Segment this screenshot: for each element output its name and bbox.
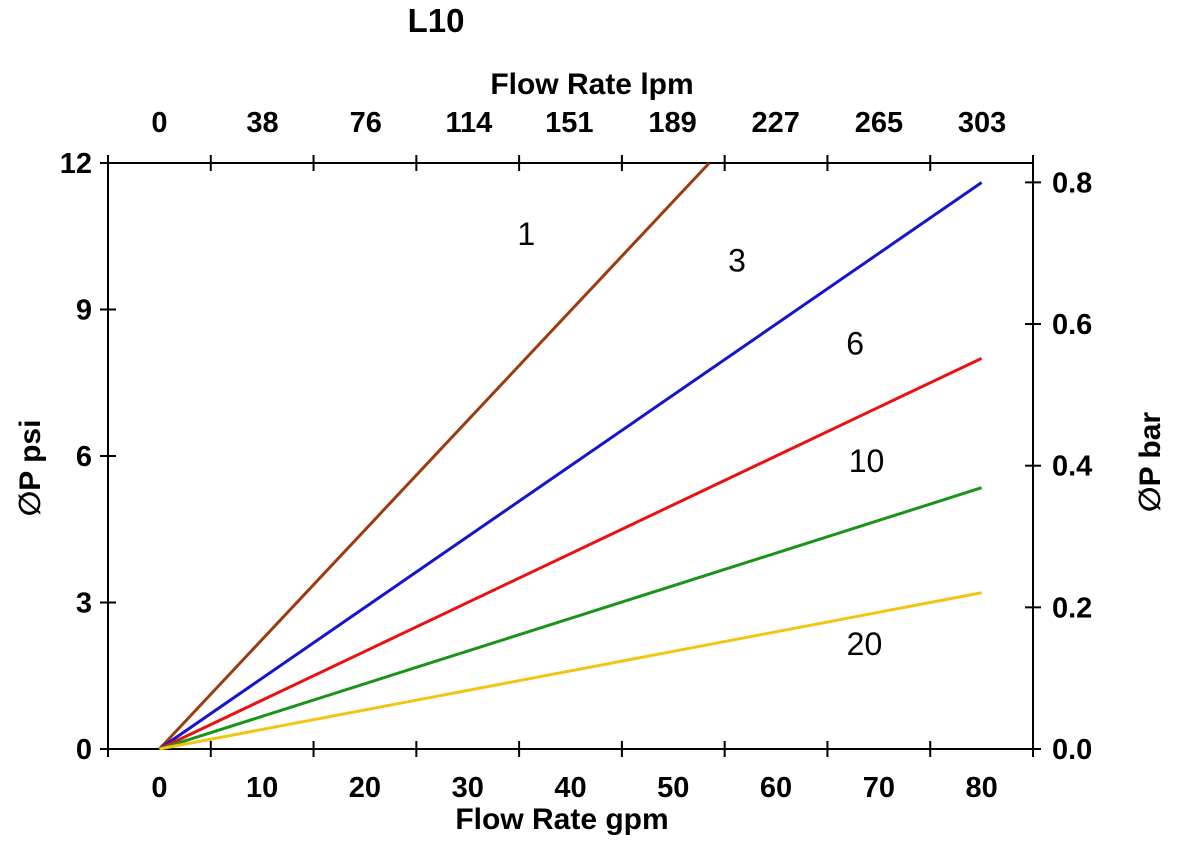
bottom-tick-label: 0 — [151, 772, 167, 804]
series-line-1 — [158, 161, 711, 751]
chart-title: L10 — [407, 2, 465, 39]
right-tick-label: 0.4 — [1052, 451, 1092, 483]
right-tick-label: 0.0 — [1052, 734, 1092, 766]
curve-label-20: 20 — [847, 626, 883, 662]
bottom-tick-label: 10 — [246, 772, 278, 804]
top-axis-label: Flow Rate lpm — [490, 68, 694, 101]
top-tick-label: 0 — [151, 107, 167, 139]
top-tick-label: 303 — [958, 107, 1006, 139]
series-line-6 — [158, 356, 983, 751]
right-tick-label: 0.2 — [1052, 592, 1092, 624]
top-tick-label: 38 — [246, 107, 278, 139]
top-tick-label: 265 — [855, 107, 903, 139]
series-line-3 — [158, 181, 983, 751]
bottom-axis-label: Flow Rate gpm — [455, 803, 669, 836]
left-tick-label: 12 — [60, 148, 92, 180]
left-axis-label: ∅P psi — [14, 419, 47, 517]
top-tick-label: 227 — [752, 107, 800, 139]
bottom-tick-label: 60 — [760, 772, 792, 804]
right-axis-label: ∅P bar — [1134, 411, 1167, 513]
series-line-10 — [158, 486, 983, 751]
series-line-20 — [159, 591, 982, 751]
bottom-tick-label: 30 — [452, 772, 484, 804]
bottom-tick-label: 80 — [965, 772, 997, 804]
left-tick-label: 3 — [76, 588, 92, 620]
curve-label-1: 1 — [517, 216, 535, 252]
right-tick-label: 0.6 — [1052, 309, 1092, 341]
left-tick-label: 0 — [76, 734, 92, 766]
bottom-tick-label: 20 — [349, 772, 381, 804]
top-tick-label: 76 — [350, 107, 382, 139]
top-tick-label: 151 — [545, 107, 593, 139]
right-tick-label: 0.8 — [1052, 167, 1092, 199]
curve-label-10: 10 — [849, 443, 885, 479]
curve-label-6: 6 — [846, 326, 864, 362]
curve-label-3: 3 — [728, 243, 746, 279]
bottom-tick-label: 40 — [554, 772, 586, 804]
bottom-tick-label: 50 — [657, 772, 689, 804]
top-tick-label: 189 — [648, 107, 696, 139]
bottom-tick-label: 70 — [863, 772, 895, 804]
left-tick-label: 6 — [76, 441, 92, 473]
left-tick-label: 9 — [76, 295, 92, 327]
plot-box — [107, 162, 1034, 750]
top-tick-label: 114 — [446, 107, 493, 139]
